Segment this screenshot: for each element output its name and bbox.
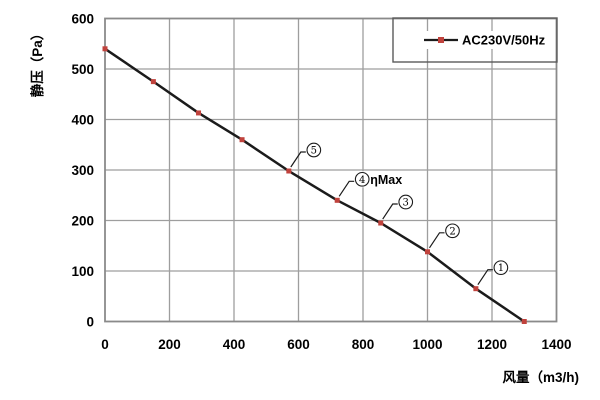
annotation-circle	[493, 260, 509, 276]
annotation-leader	[338, 180, 356, 197]
x-tick-label: 0	[101, 337, 109, 352]
annotation-5: 5	[290, 142, 322, 168]
plot-border	[104, 17, 558, 323]
annotation-circle	[306, 142, 322, 158]
y-tick-label: 600	[71, 11, 94, 26]
plot-border-rect	[104, 17, 558, 323]
annotation-circle	[354, 171, 370, 187]
data-point-marker	[378, 220, 384, 226]
y-tick-label: 300	[71, 163, 94, 178]
legend: AC230V/50Hz	[392, 17, 558, 63]
legend-box	[392, 17, 558, 63]
annotation-number: 3	[403, 198, 409, 209]
x-tick-label: 1200	[477, 337, 507, 352]
annotation-2: 2	[429, 222, 461, 249]
annotation-number: 1	[498, 263, 504, 274]
annotation-number: 2	[449, 226, 455, 237]
x-tick-label: 1000	[412, 337, 442, 352]
data-point-marker	[102, 46, 108, 52]
x-tick-label: 400	[223, 337, 246, 352]
annotation-number: 5	[311, 146, 317, 157]
legend-label: AC230V/50Hz	[462, 33, 546, 48]
legend-text-mask	[418, 31, 554, 49]
annotation-4: 4 ηMax	[338, 171, 407, 197]
data-point-marker	[196, 110, 202, 116]
curve-line	[104, 47, 525, 323]
y-tick-label: 500	[71, 62, 94, 77]
x-tick-label: 200	[158, 337, 181, 352]
tick-labels: 0 200 400 600 800 1000 1200 1400 0 100 200 300 400 50…	[71, 11, 571, 352]
annotation-1: 1	[477, 259, 509, 286]
curve-series	[102, 46, 527, 324]
data-point-marker	[150, 79, 156, 85]
legend-marker	[438, 37, 444, 43]
annotation-leader	[429, 232, 446, 249]
x-tick-label: 1400	[541, 337, 571, 352]
y-axis-title: 静压（Pa）	[29, 27, 45, 98]
annotation-circle	[398, 194, 414, 210]
gridlines	[105, 18, 557, 322]
annotation-circle	[445, 223, 460, 239]
data-point-marker	[473, 286, 479, 292]
annotation-leader	[382, 203, 399, 220]
annotation-suffix: ηMax	[370, 173, 402, 187]
annotation-3: 3	[382, 194, 414, 220]
annotation-leader	[477, 269, 494, 286]
y-tick-label: 400	[71, 112, 94, 127]
y-tick-label: 100	[71, 264, 94, 279]
data-point-marker	[425, 249, 430, 255]
data-point-marker	[334, 197, 340, 203]
x-tick-label: 600	[287, 337, 310, 352]
data-point-marker	[286, 168, 292, 174]
data-point-marker	[239, 137, 245, 143]
x-tick-label: 800	[352, 337, 375, 352]
y-tick-label: 0	[86, 314, 94, 329]
annotation-leader	[290, 151, 307, 168]
annotation-number: 4	[359, 175, 365, 186]
data-point-marker	[521, 319, 527, 324]
x-axis-title: 风量（m3/h)	[502, 370, 579, 385]
y-tick-label: 200	[71, 213, 94, 228]
